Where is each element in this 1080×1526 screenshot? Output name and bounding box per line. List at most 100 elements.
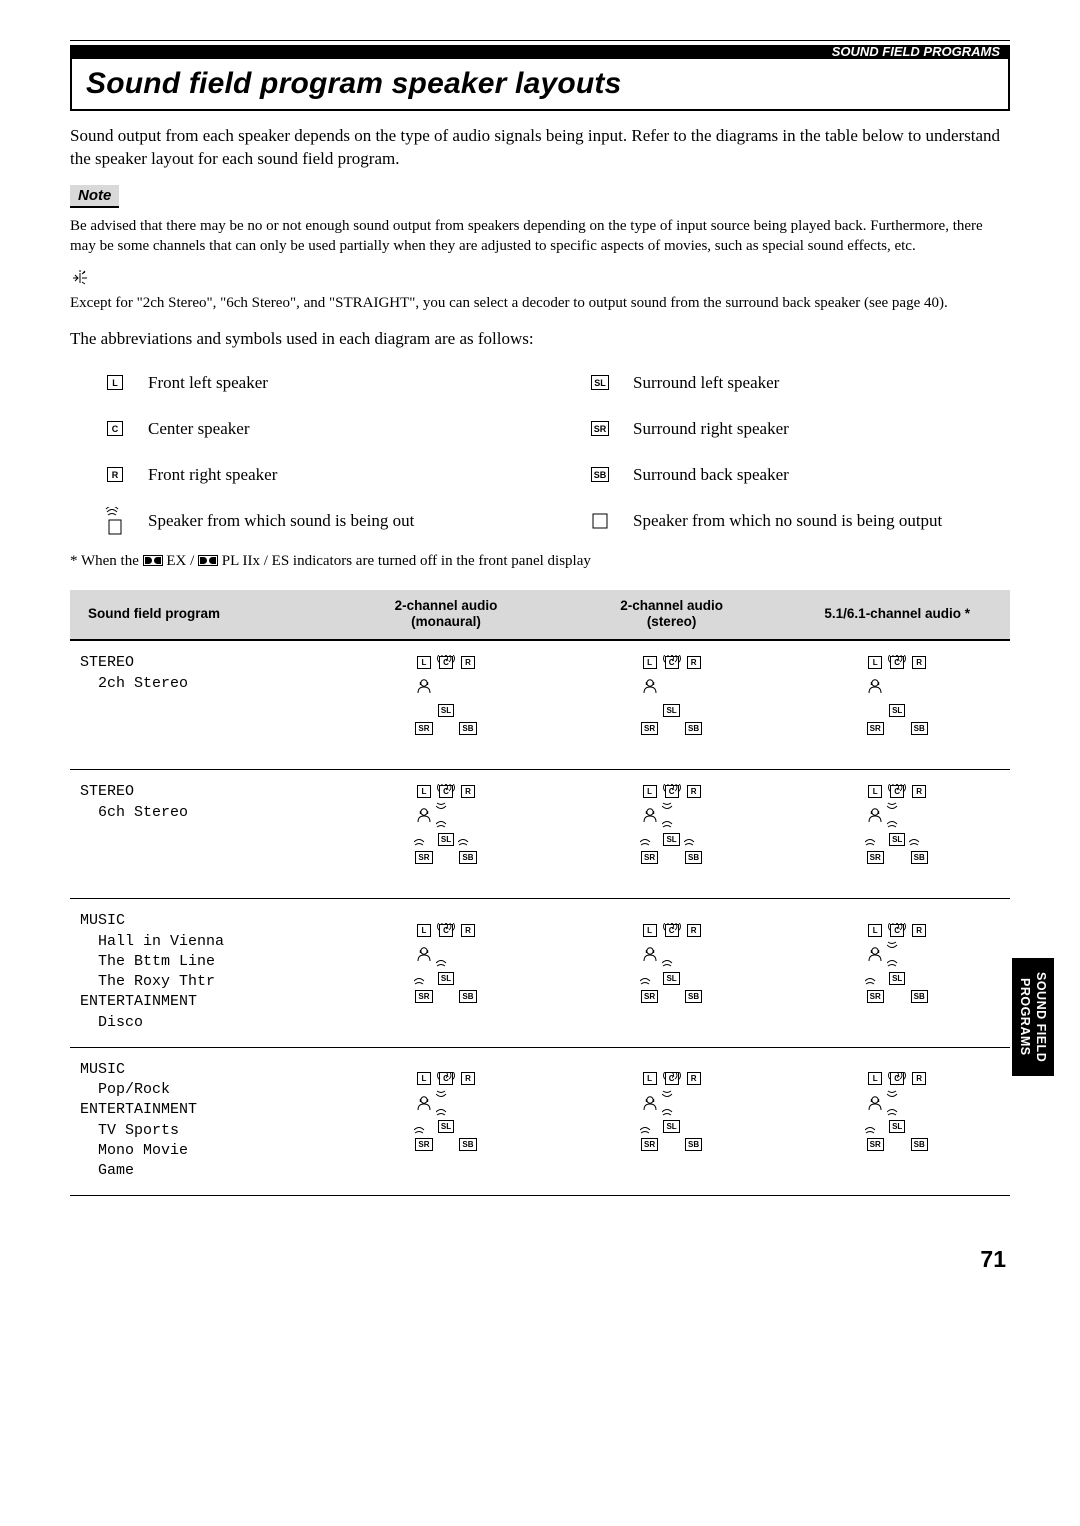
speaker-box-icon: SR [641,1138,658,1151]
table-header-row: Sound field program 2-channel audio (mon… [70,590,1010,641]
footnote-text: PL IIx / ES indicators are turned off in… [218,553,591,569]
speaker-box-icon: C [890,1072,904,1085]
legend-label: Front left speaker [148,373,268,393]
legend-row: SR Surround right speaker [585,415,1010,443]
speaker-box-icon: SL [663,972,679,985]
speaker-diagram: LCR SL SR SB [639,653,705,755]
speaker-box-icon: R [687,924,701,937]
speaker-box-icon: L [643,656,657,669]
abbrev-intro: The abbreviations and symbols used in ea… [70,328,1010,351]
speaker-box-icon: SL [663,704,679,717]
speaker-diagram: LCRSLSRSB [413,921,479,1023]
diagram-cell: LCRSLSRSB [784,640,1010,770]
page-title: Sound field program speaker layouts [86,67,994,101]
speaker-box-icon: L [417,785,431,798]
table-header: Sound field program [70,590,333,641]
diagram-cell: LCRSLSRSB [333,1047,559,1196]
speaker-diagram: LCRSLSRSB [864,782,930,884]
diagram-cell: LCRSLSRSB [559,770,785,899]
speaker-box-icon: C [890,656,904,669]
legend-col-right: SL Surround left speaker SR Surround rig… [585,369,1010,535]
section-header-bar: SOUND FIELD PROGRAMS [70,45,1010,59]
legend-label: Surround right speaker [633,419,789,439]
speaker-box-icon: R [687,656,701,669]
speaker-no-output-icon [585,512,615,530]
speaker-box-icon: SL [438,833,454,846]
speaker-box-icon: SB [459,851,476,864]
diagram-cell: LCRSLSRSB [784,770,1010,899]
table-header: 5.1/6.1-channel audio * [784,590,1010,641]
listener-icon [416,678,432,694]
section-header-label: SOUND FIELD PROGRAMS [832,44,1000,59]
speaker-box-icon: SB [911,722,928,735]
speaker-box-icon: L [643,1072,657,1085]
program-label: MUSIC Pop/Rock ENTERTAINMENT TV Sports M… [70,1047,333,1196]
diagram-cell: LCRSLSRSB [333,640,559,770]
legend-label: Center speaker [148,419,249,439]
speaker-box-icon: SR [415,1138,432,1151]
note-text: Be advised that there may be no or not e… [70,216,1010,257]
speaker-box-icon: SB [459,722,476,735]
speaker-box-icon: SB [459,990,476,1003]
legend-row: SL Surround left speaker [585,369,1010,397]
speaker-box-icon: SR [867,851,884,864]
listener-icon [867,1095,883,1111]
table-header: 2-channel audio (stereo) [559,590,785,641]
diagram-cell: LCRSLSRSB [559,1047,785,1196]
speaker-box-icon: SB [685,851,702,864]
speaker-box-icon: R [461,924,475,937]
speaker-box-icon: L [868,656,882,669]
speaker-box-icon: C [890,785,904,798]
table-row: STEREO 2ch StereoLCRSLSRSBLCRSLSRSBLCRSL… [70,640,1010,770]
dolby-icon [198,555,218,566]
tip-text: Except for "2ch Stereo", "6ch Stereo", a… [70,293,1010,313]
speaker-box-icon: SB [685,722,702,735]
legend-row: C Center speaker [100,415,525,443]
speaker-box-icon: R [461,785,475,798]
speaker-box-icon: R [687,785,701,798]
speaker-box-icon: SR [867,990,884,1003]
speaker-diagram: LCRSLSRSB [864,653,930,755]
speaker-box-icon: C [665,656,679,669]
speaker-output-icon [100,507,130,535]
speaker-diagram: LCRSLSRSB [864,1070,930,1172]
tip-icon [70,270,1010,291]
speaker-box-icon: SR [867,1138,884,1151]
speaker-box-icon: SB [911,1138,928,1151]
speaker-box-icon: L [868,924,882,937]
speaker-box-icon: SR [415,990,432,1003]
speaker-box-icon: R [461,1072,475,1085]
title-block: Sound field program speaker layouts [70,59,1010,111]
legend-row: Speaker from which sound is being out [100,507,525,535]
table-header: 2-channel audio (monaural) [333,590,559,641]
speaker-box-icon: L [868,785,882,798]
speaker-box-icon: SL [438,1120,454,1133]
speaker-box-icon: SR [415,722,432,735]
speaker-box-icon: SL [889,1120,905,1133]
listener-icon [642,1095,658,1111]
top-rule [70,40,1010,41]
listener-icon [642,946,658,962]
footnote: * When the EX / PL IIx / ES indicators a… [70,553,1010,570]
speaker-box-icon: R [687,1072,701,1085]
speaker-box-icon: L [417,924,431,937]
speaker-box-icon: SR [641,722,658,735]
speaker-box-icon: SR [867,722,884,735]
legend-label: Surround left speaker [633,373,779,393]
speaker-box-icon: SR [591,421,610,436]
speaker-box-icon: L [868,1072,882,1085]
speaker-box-icon: SB [591,467,610,482]
table-row: STEREO 6ch StereoLCRSLSRSBLCRSLSRSBLCRSL… [70,770,1010,899]
legend-row: Speaker from which no sound is being out… [585,507,1010,535]
speaker-box-icon: SB [911,851,928,864]
legend-label: Front right speaker [148,465,277,485]
speaker-layout-table: Sound field program 2-channel audio (mon… [70,590,1010,1197]
speaker-box-icon: L [643,785,657,798]
speaker-diagram: LCRSLSRSB [864,921,930,1023]
speaker-diagram: LCRSLSRSB [413,782,479,884]
table-row: MUSIC Hall in Vienna The Bttm Line The R… [70,899,1010,1048]
program-label: MUSIC Hall in Vienna The Bttm Line The R… [70,899,333,1048]
speaker-box-icon: R [107,467,123,482]
listener-icon [867,807,883,823]
speaker-box-icon: L [417,656,431,669]
